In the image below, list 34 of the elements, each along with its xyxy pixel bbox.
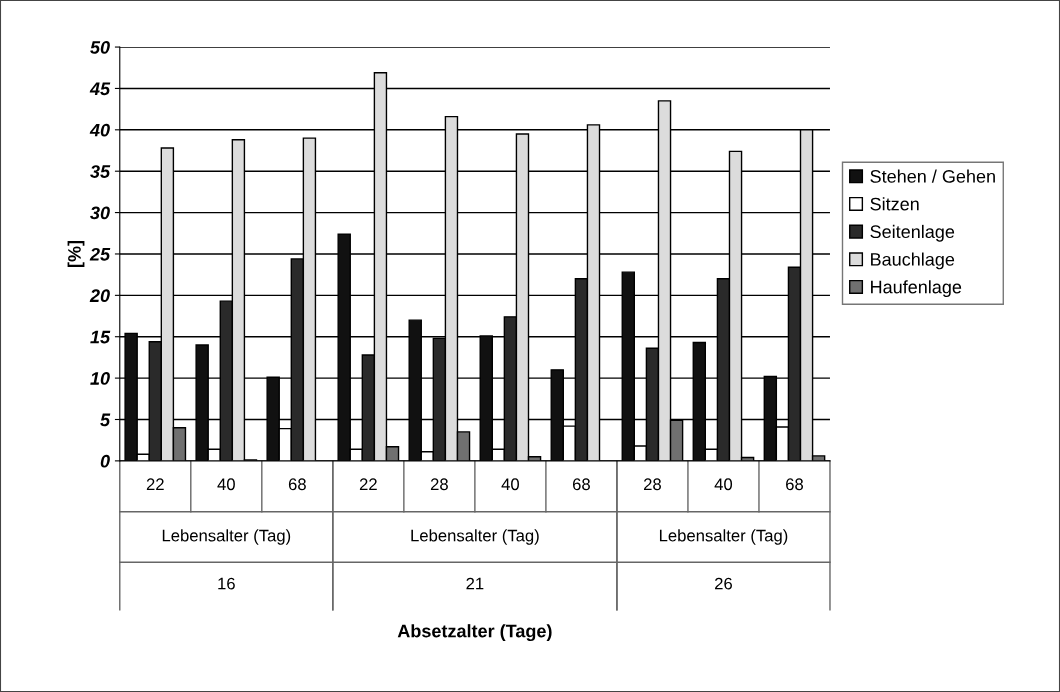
x-tick-label: 40	[217, 478, 235, 491]
x-tick-label: 22	[146, 478, 164, 491]
text: Lebensalter (Tag)	[411, 529, 539, 545]
x-tick-label: 68	[288, 478, 306, 491]
y-tick-label: 45	[89, 82, 111, 96]
text: Lebensalter (Tag)	[162, 529, 291, 545]
text: 26	[715, 577, 732, 590]
x-tick-label: 28	[644, 478, 661, 491]
y-tick-label: 25	[89, 247, 111, 261]
y-tick-label: 5	[100, 413, 111, 427]
legend-label: Haufenlage	[871, 280, 962, 298]
y-tick-label: 50	[90, 40, 110, 54]
text: 21	[466, 577, 484, 590]
x-tick-label: 28	[430, 478, 448, 491]
y-tick-label: 30	[90, 206, 110, 220]
text: Absetzalter (Tage)	[397, 624, 552, 642]
y-tick-label: 20	[89, 289, 110, 303]
text: Lebensalter (Tag)	[659, 529, 788, 545]
y-tick-label: 35	[90, 165, 111, 178]
legend-label: Sitzen	[870, 197, 919, 211]
legend-label: Stehen / Gehen	[870, 169, 995, 183]
y-tick-label: 40	[89, 123, 110, 137]
y-axis-title: [%]	[67, 240, 85, 267]
x-tick-label: 40	[501, 478, 520, 491]
y-tick-label: 15	[90, 330, 111, 344]
y-tick-label: 10	[90, 372, 110, 385]
x-tick-label: 22	[359, 478, 377, 491]
legend-label: Bauchlage	[871, 252, 955, 270]
x-tick-label: 68	[572, 478, 590, 491]
y-tick-label: 0	[100, 454, 110, 468]
x-tick-label: 40	[714, 478, 733, 491]
text: 16	[218, 577, 235, 590]
legend-label: Seitenlage	[870, 224, 955, 242]
x-tick-label: 68	[786, 478, 804, 491]
